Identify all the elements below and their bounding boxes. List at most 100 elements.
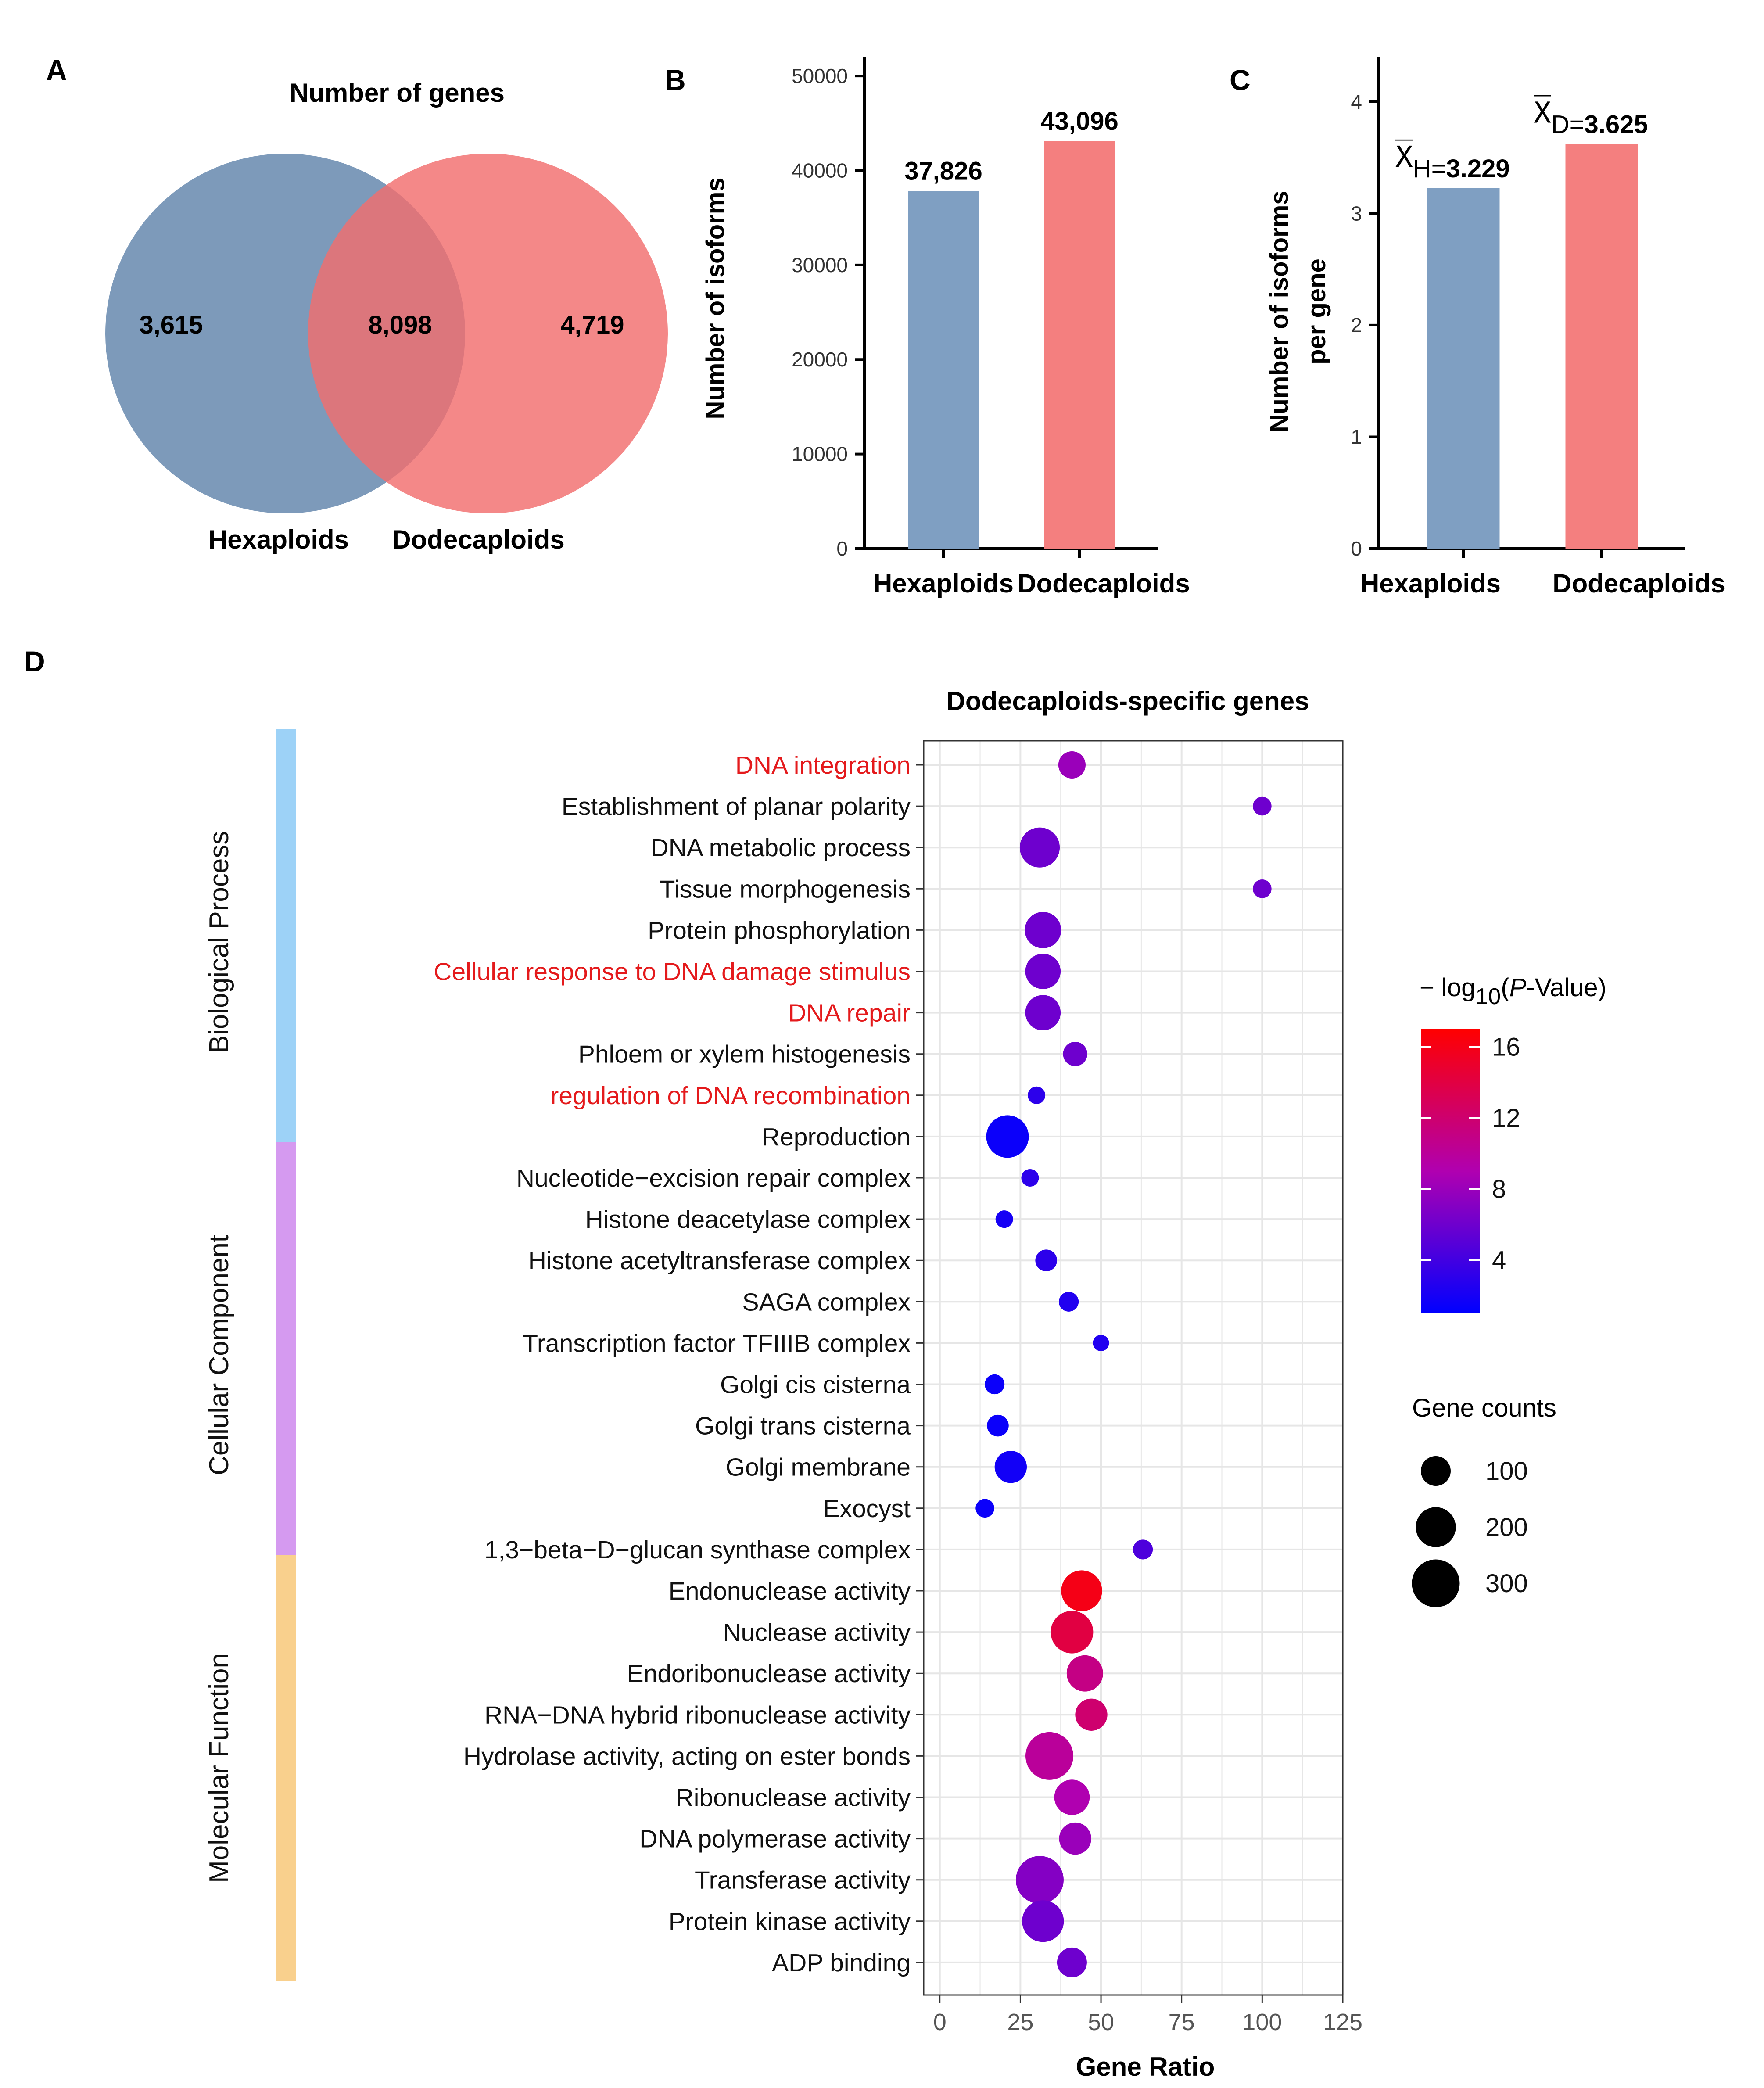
d-term-label: Phloem or xylem histogenesis [578,1040,911,1069]
d-term-label: Cellular response to DNA damage stimulus [434,958,911,986]
color-legend-ticks: 4 8 12 16 [1421,1033,1520,1275]
d-group-label: Molecular Function [204,1653,234,1883]
d-point [1021,1169,1039,1187]
c-ylabel-line2: per gene [1302,258,1331,365]
color-legend-tick-label: 8 [1492,1175,1506,1204]
d-term-label: Transferase activity [695,1866,911,1894]
d-xticks: 0 25 50 75 100 125 [933,1995,1362,2035]
panel-b: B Number of isoforms 0 10000 20000 30000 400… [665,57,1190,598]
d-term-label: RNA−DNA hybrid ribonuclease activity [484,1701,911,1729]
c-bar-dodecaploids [1565,144,1638,549]
c-data-label: X̅H=3.229 [1395,140,1510,183]
d-point [987,1414,1009,1437]
d-point [1025,995,1061,1030]
d-point [1028,1086,1046,1104]
d-xlabel: Gene Ratio [1076,2052,1215,2081]
color-legend-title-sub: 10 [1475,984,1501,1009]
d-term-label: 1,3−beta−D−glucan synthase complex [484,1536,911,1564]
d-point [1015,1856,1064,1904]
venn-title: Number of genes [290,78,505,108]
d-point [1093,1335,1109,1351]
b-ytick-label: 40000 [792,159,848,182]
d-point [985,1374,1005,1395]
d-point [1061,1570,1102,1611]
b-bars: 37,826 43,096 [904,107,1119,549]
d-point [1075,1698,1108,1731]
d-term-label: Hydrolase activity, acting on ester bond… [463,1742,911,1770]
d-term-label: Protein kinase activity [669,1908,911,1936]
d-point [1057,1947,1087,1977]
d-point [1063,1042,1087,1066]
size-legend-title: Gene counts [1412,1394,1556,1422]
d-point [1133,1539,1153,1560]
d-term-label: Transcription factor TFIIIB complex [523,1329,911,1357]
d-color-legend: − log10(P-Value) 4 8 12 16 [1420,973,1606,1313]
color-legend-title-rest: -Value) [1526,973,1606,1002]
c-yticks: 0 1 2 3 4 [1351,90,1379,560]
c-ytick-label: 3 [1351,202,1362,225]
d-xtick-label: 0 [933,2009,947,2035]
d-term-label: Endonuclease activity [669,1577,911,1605]
d-term-labels: DNA integration Establishment of planar p… [434,751,924,1977]
d-group-bar [276,1555,296,1981]
d-point [1025,1732,1073,1780]
d-point [1058,751,1086,779]
c-mean-subscript: H= [1413,154,1446,183]
c-data-label: X̅D=3.625 [1534,95,1648,139]
size-legend-dot [1412,1559,1460,1607]
d-points [975,751,1272,1977]
d-term-label: Histone deacetylase complex [585,1205,911,1234]
c-xtick-label: Hexaploids [1360,569,1501,598]
d-term-label: Golgi trans cisterna [695,1412,911,1440]
c-ytick-label: 2 [1351,314,1362,337]
d-term-label: Golgi cis cisterna [720,1371,911,1399]
d-grid [924,741,1344,1995]
d-point [1253,796,1272,816]
d-term-label: Establishment of planar polarity [562,793,911,821]
color-legend-gradient [1421,1029,1480,1313]
c-mean-subscript: D= [1551,110,1585,139]
panel-letter-b: B [665,64,686,96]
d-xtick-label: 50 [1088,2009,1114,2035]
d-point [994,1451,1027,1483]
d-group-label: Cellular Component [204,1235,234,1475]
d-term-label: Reproduction [762,1123,911,1151]
panel-letter-a: A [46,54,67,86]
d-term-label: regulation of DNA recombination [550,1082,911,1110]
d-term-label: Histone acetyltransferase complex [528,1247,911,1275]
color-legend-title: − log10(P-Value) [1420,973,1606,1009]
b-bar-hexaploids [908,191,979,549]
c-ytick-label: 1 [1351,425,1362,448]
d-title: Dodecaploids-specific genes [947,686,1309,716]
venn-label-hexaploids: Hexaploids [208,525,349,554]
d-xtick-label: 125 [1323,2009,1362,2035]
venn-dodecaploids-only-count: 4,719 [560,311,624,339]
d-point [1035,1249,1057,1271]
d-term-label: Golgi membrane [726,1453,911,1482]
color-legend-tick-label: 4 [1492,1246,1506,1275]
venn-circle-dodecaploids [308,154,668,513]
venn-overlap-count: 8,098 [368,311,432,339]
d-plot-frame [923,740,1344,1996]
d-term-label: SAGA complex [742,1288,911,1316]
d-term-label: Exocyst [823,1495,911,1523]
d-point [1059,1822,1091,1855]
d-xtick-label: 25 [1007,2009,1033,2035]
c-xticks: Hexaploids Dodecaploids [1360,549,1725,598]
d-point [1066,1655,1103,1692]
d-term-label: DNA metabolic process [651,834,911,862]
d-group-bars: Biological Process Cellular Component Mole… [204,729,296,1981]
d-xtick-label: 100 [1242,2009,1282,2035]
b-xtick-label: Hexaploids [873,569,1014,598]
d-point [986,1115,1029,1158]
d-size-legend: Gene counts 100 200 300 [1412,1394,1556,1607]
panel-a: A Number of genes 3,615 8,098 4,719 Hexa… [46,54,668,554]
b-ylabel: Number of isoforms [701,177,730,419]
d-term-label: Tissue morphogenesis [660,875,911,903]
b-data-label: 37,826 [904,157,982,185]
d-group-bar [276,729,296,1155]
d-point [1054,1779,1090,1815]
b-xtick-label: Dodecaploids [1017,569,1190,598]
d-term-label: DNA integration [735,751,911,779]
d-point [995,1210,1013,1228]
